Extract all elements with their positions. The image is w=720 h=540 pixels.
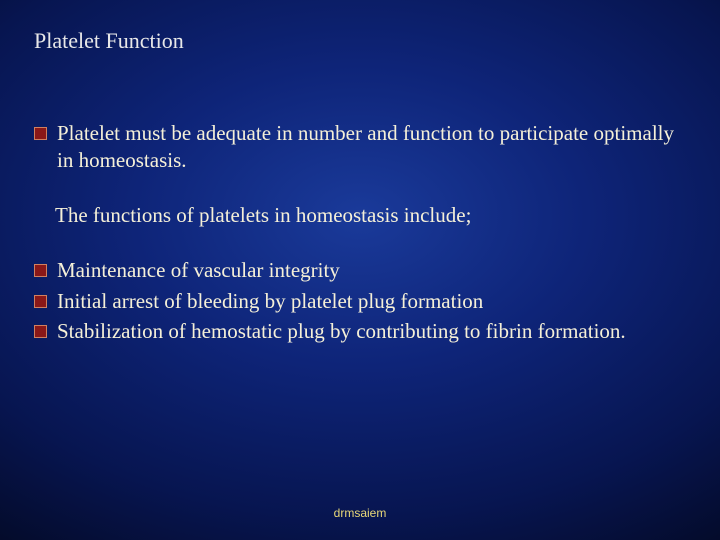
square-bullet-icon	[34, 295, 47, 308]
square-bullet-icon	[34, 264, 47, 277]
list-item-text: Platelet must be adequate in number and …	[57, 120, 680, 174]
list-item-text: The functions of platelets in homeostasi…	[55, 202, 471, 229]
list-item: Initial arrest of bleeding by platelet p…	[34, 288, 680, 315]
list-item: The functions of platelets in homeostasi…	[34, 202, 680, 229]
list-item: Stabilization of hemostatic plug by cont…	[34, 318, 680, 345]
slide-footer: drmsaiem	[0, 506, 720, 520]
list-item-text: Maintenance of vascular integrity	[57, 257, 340, 284]
list-item: Platelet must be adequate in number and …	[34, 120, 680, 174]
list-item: Maintenance of vascular integrity	[34, 257, 680, 284]
square-bullet-icon	[34, 325, 47, 338]
list-item-text: Initial arrest of bleeding by platelet p…	[57, 288, 483, 315]
spacer	[34, 178, 680, 202]
spacer	[34, 233, 680, 257]
list-item-text: Stabilization of hemostatic plug by cont…	[57, 318, 626, 345]
slide: Platelet Function Platelet must be adequ…	[0, 0, 720, 540]
slide-content: Platelet must be adequate in number and …	[34, 120, 680, 349]
square-bullet-icon	[34, 127, 47, 140]
slide-title: Platelet Function	[34, 28, 184, 54]
